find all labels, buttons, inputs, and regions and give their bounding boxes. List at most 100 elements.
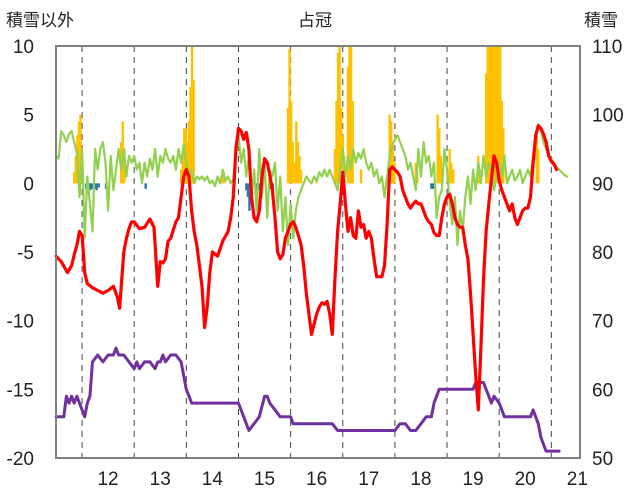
left-tick-label: 5 [23,106,34,127]
precip-bar-69 [438,128,441,184]
series-line-snow-depth [54,346,561,453]
precip-bar-86 [500,100,503,184]
precip-bar-39 [288,48,291,184]
right-tick-label: 50 [592,449,613,470]
precip-bar-88 [535,135,538,184]
right-tick-label: 100 [592,106,624,127]
precip-bar-84 [497,46,500,184]
left-tick-label: 0 [23,174,34,195]
right-tick-label: 70 [592,312,613,333]
precip-bar-24 [189,87,192,184]
precip-bar-79 [489,46,493,184]
chart-title: 占冠 [298,11,332,31]
precip-bar-4 [79,114,82,184]
precip-bar-63 [393,162,396,184]
precip-bar-85 [499,46,502,184]
x-tick-label-13: 13 [150,469,171,490]
precip-bar-72 [450,162,453,184]
precip-bar-51 [338,46,341,184]
precip-bar-76 [484,73,488,184]
precip-bar-57 [349,46,353,184]
precip-bar-49 [335,100,338,184]
series-lines [54,123,569,453]
precip-bar-3 [77,121,81,184]
series-line-green-series [54,123,569,247]
precip-bar-67 [431,183,435,189]
x-tick-label-19: 19 [462,469,483,490]
precip-bar-73 [452,169,455,184]
right-tick-label: 80 [592,243,613,264]
x-tick-label-12: 12 [97,469,118,490]
left-tick-label: -5 [17,243,34,264]
precip-bar-8 [89,183,92,191]
x-tick-label-18: 18 [410,469,431,490]
precip-bar-62 [391,142,395,184]
precip-bar-25 [190,46,194,184]
right-axis-ticks: 50 60 70 80 90 100 110 [592,37,624,470]
precip-bar-82 [494,46,497,184]
precip-bar-29 [245,183,248,191]
left-axis-label: 積雪以外 [6,11,74,31]
x-tick-label-20: 20 [515,469,536,490]
precip-bar-34 [258,183,261,191]
precip-bar-11 [95,183,98,191]
x-axis-ticks: 12 13 14 15 16 17 18 19 20 21 [97,469,587,490]
precip-bar-38 [286,107,290,184]
precip-bar-78 [488,46,491,184]
precip-bar-30 [246,183,250,198]
precip-bar-83 [495,46,499,184]
right-tick-label: 90 [592,174,613,195]
x-tick-label-17: 17 [358,469,379,490]
left-tick-label: -15 [7,380,34,401]
precip-bar-89 [537,149,540,184]
precip-bar-44 [296,142,300,184]
precip-bar-45 [298,155,301,184]
precip-bar-19 [181,149,184,184]
precip-bar-16 [123,149,126,184]
precip-bar-77 [486,46,489,184]
precip-bar-81 [492,46,496,184]
left-tick-label: -20 [7,449,34,470]
precip-bar-59 [359,169,363,184]
precip-bar-31 [248,183,251,211]
precip-bar-60 [388,114,391,184]
plot-frame [55,45,581,459]
x-tick-label-15: 15 [254,469,275,490]
precip-bar-43 [295,121,298,184]
left-axis-ticks: -20 -15 -10 -5 0 5 10 [7,37,34,470]
precip-bar-40 [289,100,293,184]
precip-bar-64 [414,162,417,184]
precip-bar-46 [299,169,303,184]
precip-bar-41 [291,142,294,184]
precip-bar-17 [144,183,147,189]
left-tick-label: 10 [13,37,34,58]
precip-bar-58 [351,100,354,184]
precip-bar-0 [73,172,76,184]
right-tick-label: 60 [592,380,613,401]
precip-bar-50 [336,52,340,184]
precip-bar-80 [491,46,494,184]
precip-bar-9 [91,183,94,189]
precip-bar-23 [187,121,191,184]
x-tick-label-14: 14 [202,469,224,490]
grid-lines [81,46,552,458]
series-line-temperature [54,124,559,412]
precip-bar-66 [430,183,433,189]
precip-bar-27 [221,169,225,184]
precip-bar-42 [293,162,296,184]
precip-bar-56 [348,46,351,184]
precip-bar-52 [340,107,343,184]
precip-bar-18 [179,169,183,184]
precip-bar-68 [436,114,439,184]
precip-bar-70 [439,155,442,184]
left-tick-label: -10 [7,312,34,333]
right-tick-label: 110 [592,37,622,58]
precip-bar-71 [448,149,451,184]
right-axis-label: 積雪 [584,11,618,31]
x-tick-label-21: 21 [567,469,588,490]
precip-bar-12 [97,183,100,188]
precip-bar-48 [333,149,337,184]
precip-bar-26 [192,80,195,184]
x-tick-label-16: 16 [306,469,327,490]
